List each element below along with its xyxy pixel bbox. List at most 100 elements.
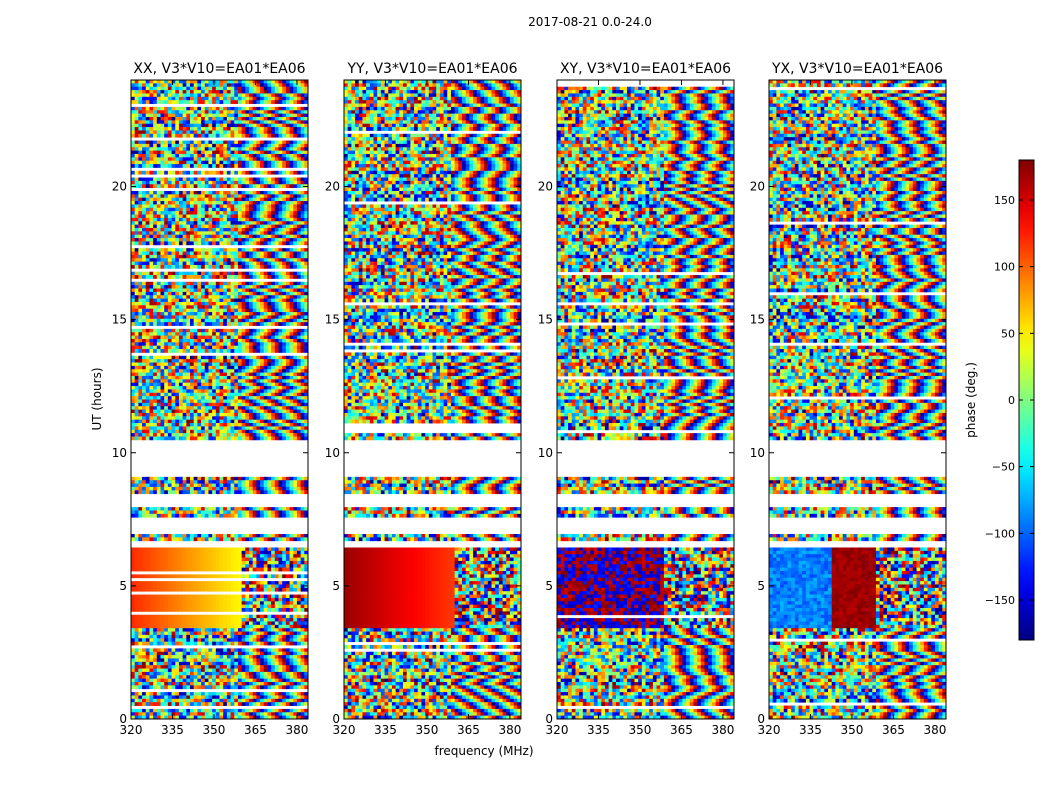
heatmap-cell xyxy=(274,86,279,91)
heatmap-cell xyxy=(289,318,294,323)
heatmap-cell xyxy=(153,298,158,303)
heatmap-cell xyxy=(282,419,287,424)
heatmap-cell xyxy=(138,318,143,323)
heatmap-cell xyxy=(252,90,257,94)
heatmap-cell xyxy=(153,510,158,515)
heatmap-cell xyxy=(293,335,298,340)
heatmap-cell xyxy=(223,241,228,246)
heatmap-cell xyxy=(252,318,257,323)
heatmap-cell xyxy=(271,116,276,121)
heatmap-cell xyxy=(212,416,217,421)
heatmap-cell xyxy=(138,322,143,326)
heatmap-cell xyxy=(131,150,136,155)
heatmap-cell xyxy=(175,349,180,353)
heatmap-cell xyxy=(304,429,309,434)
heatmap-cell xyxy=(271,86,276,91)
heatmap-cell xyxy=(212,315,217,320)
heatmap-cell xyxy=(293,476,298,481)
heatmap-cell xyxy=(249,349,254,353)
heatmap-cell xyxy=(296,295,302,299)
heatmap-cell xyxy=(175,476,180,481)
heatmap-cell xyxy=(175,402,180,407)
heatmap-cell xyxy=(263,217,268,222)
heatmap-cell xyxy=(134,100,139,104)
heatmap-cell xyxy=(285,295,290,299)
heatmap-cell xyxy=(182,345,187,350)
heatmap-cell xyxy=(249,436,254,441)
heatmap-cell xyxy=(304,214,309,219)
heatmap-cell xyxy=(249,362,254,367)
heatmap-cell xyxy=(186,164,191,168)
heatmap-cell xyxy=(260,298,265,303)
heatmap-cell xyxy=(260,365,265,370)
heatmap-cell xyxy=(149,133,154,138)
heatmap-cell xyxy=(208,419,213,424)
heatmap-cell xyxy=(230,147,235,152)
heatmap-cell xyxy=(278,231,283,236)
heatmap-cell xyxy=(226,416,231,421)
heatmap-cell xyxy=(153,312,158,316)
heatmap-cell xyxy=(256,426,261,431)
heatmap-cell xyxy=(260,164,265,168)
heatmap-cell xyxy=(160,375,165,380)
heatmap-cell xyxy=(263,312,268,316)
heatmap-cell xyxy=(271,359,276,363)
heatmap-cell xyxy=(142,258,147,263)
heatmap-cell xyxy=(293,201,298,205)
heatmap-cell xyxy=(293,231,298,236)
heatmap-cell xyxy=(175,295,180,299)
heatmap-cell xyxy=(145,409,150,414)
heatmap-cell xyxy=(145,285,150,289)
heatmap-cell xyxy=(167,275,172,279)
heatmap-cell xyxy=(245,147,250,152)
heatmap-cell xyxy=(153,241,158,246)
heatmap-cell xyxy=(204,170,209,175)
heatmap-cell xyxy=(230,338,235,343)
heatmap-cell xyxy=(201,291,206,296)
heatmap-cell xyxy=(300,375,305,380)
heatmap-cell xyxy=(145,318,150,323)
heatmap-cell xyxy=(260,224,265,229)
heatmap-cell xyxy=(230,332,235,336)
heatmap-cell xyxy=(138,345,143,350)
heatmap-cell xyxy=(212,295,217,299)
heatmap-cell xyxy=(226,153,231,158)
heatmap-cell xyxy=(278,355,283,360)
heatmap-cell xyxy=(278,80,283,84)
heatmap-cell xyxy=(197,201,202,205)
heatmap-cell xyxy=(252,362,257,367)
heatmap-cell xyxy=(167,483,172,488)
heatmap-cell xyxy=(282,160,287,165)
heatmap-cell xyxy=(131,201,136,205)
heatmap-cell xyxy=(263,423,268,427)
heatmap-cell xyxy=(271,483,276,488)
heatmap-cell xyxy=(293,379,298,384)
heatmap-cell xyxy=(215,389,220,394)
heatmap-cell xyxy=(252,170,257,175)
heatmap-cell xyxy=(285,197,290,202)
heatmap-cell xyxy=(237,180,243,185)
heatmap-cell xyxy=(219,143,224,148)
heatmap-cell xyxy=(212,96,217,101)
heatmap-cell xyxy=(256,335,261,340)
heatmap-cell xyxy=(263,194,268,199)
heatmap-cell xyxy=(300,127,305,131)
heatmap-cell xyxy=(278,342,283,347)
heatmap-cell xyxy=(260,342,265,347)
heatmap-cell xyxy=(285,392,290,397)
heatmap-cell xyxy=(201,312,206,316)
heatmap-cell xyxy=(226,271,231,276)
heatmap-cell xyxy=(134,96,139,101)
heatmap-cell xyxy=(167,308,172,313)
heatmap-cell xyxy=(142,298,147,303)
heatmap-cell xyxy=(285,389,290,394)
heatmap-cell xyxy=(252,261,257,266)
heatmap-cell xyxy=(156,490,161,495)
heatmap-cell xyxy=(285,170,290,175)
heatmap-cell xyxy=(186,423,191,427)
heatmap-cell xyxy=(304,288,309,293)
heatmap-cell xyxy=(215,406,220,410)
heatmap-cell xyxy=(215,100,220,104)
heatmap-cell xyxy=(134,238,139,242)
heatmap-cell xyxy=(190,96,195,101)
